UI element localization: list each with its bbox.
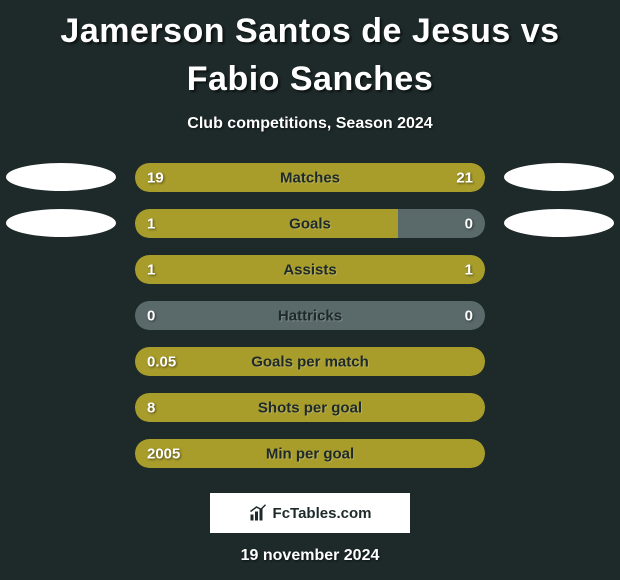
stat-row: Hattricks 0 0 xyxy=(0,301,620,330)
stat-value-left: 19 xyxy=(147,169,164,186)
player-photo-left xyxy=(6,163,116,191)
stat-value-right: 1 xyxy=(465,261,473,278)
stat-value-left: 0.05 xyxy=(147,353,176,370)
stat-row: Assists 1 1 xyxy=(0,255,620,284)
stat-value-left: 2005 xyxy=(147,445,180,462)
stat-row: Goals per match 0.05 xyxy=(0,347,620,376)
page-title: Jamerson Santos de Jesus vs Fabio Sanche… xyxy=(0,0,620,103)
stat-value-right: 21 xyxy=(456,169,473,186)
stats-container: Matches1921Goals10Assists11Hattricks00Go… xyxy=(0,163,620,468)
player-photo-left xyxy=(6,209,116,237)
stat-value-left: 1 xyxy=(147,215,155,232)
stat-label: Goals xyxy=(289,215,331,232)
stat-bar: Goals 1 0 xyxy=(135,209,485,238)
stat-value-right: 0 xyxy=(465,215,473,232)
stat-value-right: 0 xyxy=(465,307,473,324)
subtitle: Club competitions, Season 2024 xyxy=(0,115,620,133)
stat-label: Assists xyxy=(283,261,336,278)
stat-row: Shots per goal 8 xyxy=(0,393,620,422)
stat-row: Goals 1 0 xyxy=(0,209,620,238)
bar-segment-left xyxy=(135,209,398,238)
stat-label: Hattricks xyxy=(278,307,342,324)
stat-label: Min per goal xyxy=(266,445,354,462)
stat-bar: Assists 1 1 xyxy=(135,255,485,284)
attribution-text: FcTables.com xyxy=(273,505,372,522)
stat-bar: Hattricks 0 0 xyxy=(135,301,485,330)
stat-label: Goals per match xyxy=(251,353,369,370)
player-photo-right xyxy=(504,209,614,237)
chart-icon xyxy=(249,504,267,522)
stat-bar: Min per goal 2005 xyxy=(135,439,485,468)
stat-value-left: 8 xyxy=(147,399,155,416)
generation-date: 19 november 2024 xyxy=(0,547,620,565)
stat-label: Matches xyxy=(280,169,340,186)
stat-label: Shots per goal xyxy=(258,399,362,416)
stat-value-left: 1 xyxy=(147,261,155,278)
stat-bar: Goals per match 0.05 xyxy=(135,347,485,376)
stat-bar: Matches 19 21 xyxy=(135,163,485,192)
stat-value-left: 0 xyxy=(147,307,155,324)
stat-row: Min per goal 2005 xyxy=(0,439,620,468)
player-photo-right xyxy=(504,163,614,191)
stat-row: Matches 19 21 xyxy=(0,163,620,192)
stat-bar: Shots per goal 8 xyxy=(135,393,485,422)
attribution-box: FcTables.com xyxy=(210,493,410,533)
